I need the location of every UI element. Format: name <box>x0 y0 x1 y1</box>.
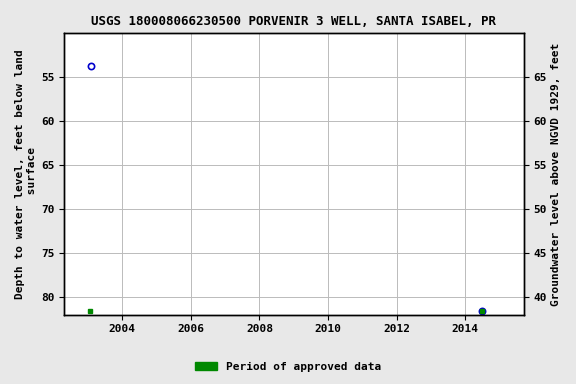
Y-axis label: Groundwater level above NGVD 1929, feet: Groundwater level above NGVD 1929, feet <box>551 42 561 306</box>
Title: USGS 180008066230500 PORVENIR 3 WELL, SANTA ISABEL, PR: USGS 180008066230500 PORVENIR 3 WELL, SA… <box>92 15 497 28</box>
Y-axis label: Depth to water level, feet below land
 surface: Depth to water level, feet below land su… <box>15 49 37 299</box>
Legend: Period of approved data: Period of approved data <box>191 358 385 377</box>
